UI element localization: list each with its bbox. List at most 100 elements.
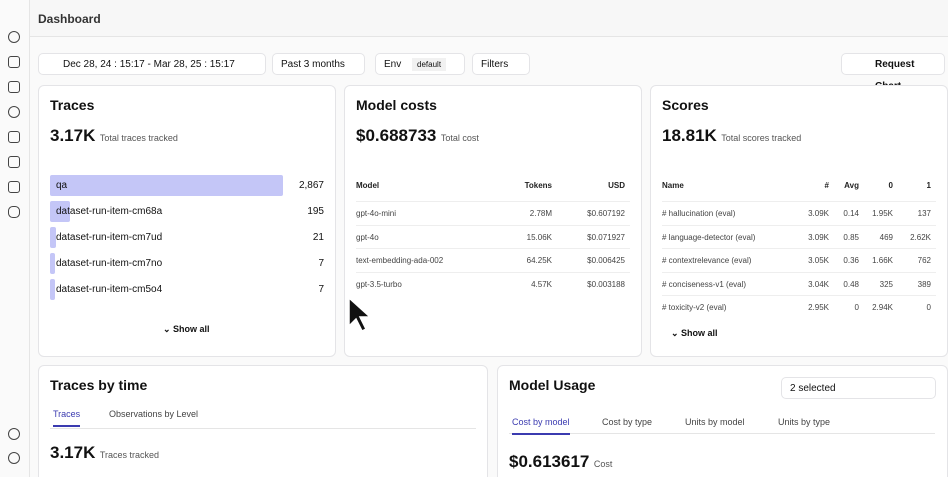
tab[interactable]: Units by model [685,417,745,427]
card-title: Model costs [356,97,437,113]
traces-by-time-card: Traces by time Traces Observations by Lev… [38,365,488,477]
table-cell: 64.25K [526,256,552,265]
cursor [348,296,372,333]
trace-name: qa [56,180,68,191]
model-select[interactable]: 2 selected [781,377,936,399]
total: 3.17K Traces tracked [50,443,159,463]
table-cell: # toxicity-v2 (eval) [662,303,727,312]
topbar [30,0,948,37]
table-cell: 389 [917,279,931,289]
account-icon[interactable] [8,452,20,464]
trace-count: 195 [307,206,324,217]
table-cell: # conciseness-v1 (eval) [662,279,747,289]
row-divider [662,248,936,249]
row-divider [356,271,630,273]
column-header: Model [356,181,380,190]
total-value: 3.17K [50,126,96,145]
row-divider [356,248,630,249]
table-cell: gpt-3.5-turbo [356,279,402,289]
total-label: Traces tracked [99,450,160,460]
env-select[interactable]: Env default [375,53,465,75]
table-cell: 3.04K [808,279,829,289]
total-label: Total traces tracked [99,133,178,143]
total-value: $0.613617 [509,452,590,471]
table-cell: 15.06K [526,232,552,242]
tab[interactable]: Units by type [778,417,831,427]
model-costs-card: Model costs $0.688733 Total cost Model To… [344,85,642,357]
show-all[interactable]: ⌄ Show all [671,328,718,338]
table-cell: # hallucination (eval) [662,209,736,218]
total-value: $0.688733 [356,126,437,145]
show-all-label: Show all [173,324,210,334]
search-icon[interactable] [8,31,20,43]
trace-count: 2,867 [298,180,324,191]
sidebar [0,0,30,477]
table-cell: 325 [879,279,893,289]
total: $0.613617 Cost [509,452,612,472]
table-cell: 1.66K [872,256,893,265]
card-title: Model Usage [509,377,596,393]
table-cell: gpt-4o-mini [356,209,397,218]
total: $0.688733 Total cost [356,126,479,146]
row-divider [662,224,936,226]
column-header: USD [608,181,625,190]
table-cell: # contextrelevance (eval) [662,256,752,265]
table-cell: $0.071927 [587,232,625,242]
column-header: Name [662,181,684,190]
card-title: Traces [50,97,95,113]
table-cell: 2.95K [808,303,829,312]
page-title: Dashboard [38,12,101,26]
table-cell: 762 [917,256,931,265]
traces-card: Traces 3.17K Total traces tracked qa 2,86… [38,85,336,357]
range-select[interactable]: Past 3 months [272,53,365,75]
table-cell: text-embedding-ada-002 [356,256,444,265]
table-cell: 3.09K [808,232,829,242]
nav-icon[interactable] [8,81,20,93]
show-all[interactable]: ⌄ Show all [163,324,210,334]
column-header: # [824,181,829,190]
table-cell: 3.09K [808,209,829,218]
tab[interactable]: Cost by model [512,417,570,435]
table-cell: 0.85 [843,232,859,242]
table-cell: 469 [879,232,893,242]
env-value: default [412,58,447,71]
trace-count: 7 [318,258,324,269]
table-cell: 0 [926,303,931,312]
table-cell: # language-detector (eval) [662,232,756,242]
row-divider [356,224,630,226]
table-cell: 137 [917,209,931,218]
trace-name: dataset-run-item-cm5o4 [56,284,163,295]
trace-bar [50,253,55,274]
trace-bar [50,227,56,248]
request-chart-button[interactable]: Request Chart [841,53,945,92]
date-picker[interactable]: Dec 28, 24 : 15:17 - Mar 28, 25 : 15:17 [38,53,266,75]
row-divider [662,201,936,202]
settings-icon[interactable] [8,428,20,440]
trace-name: dataset-run-item-cm68a [56,206,163,217]
nav-icon[interactable] [8,206,20,218]
nav-icon[interactable] [8,131,20,143]
nav-icon[interactable] [8,106,20,118]
table-cell: 2.94K [872,303,893,312]
nav-icon[interactable] [8,181,20,193]
table-cell: gpt-4o [356,232,379,242]
filters-button[interactable]: Filters [472,53,530,75]
total-value: 18.81K [662,126,717,145]
tab[interactable]: Cost by type [602,417,653,427]
table-cell: 0.36 [843,256,859,265]
model-usage-card: Model Usage 2 selected Cost by model Cost… [497,365,948,477]
trace-count: 7 [318,284,324,295]
trace-name: dataset-run-item-cm7no [56,258,163,269]
nav-icon[interactable] [8,56,20,68]
tab[interactable]: Traces [53,409,81,427]
trace-bar [50,279,55,300]
scores-card: Scores 18.81K Total scores tracked Name #… [650,85,948,357]
column-header: Tokens [524,181,552,190]
table-cell: 1.95K [872,209,893,218]
total: 3.17K Total traces tracked [50,126,178,146]
total-value: 3.17K [50,443,96,462]
nav-icon[interactable] [8,156,20,168]
total-label: Total cost [440,133,479,143]
tab[interactable]: Observations by Level [109,409,199,419]
table-cell: 0.48 [843,279,859,289]
